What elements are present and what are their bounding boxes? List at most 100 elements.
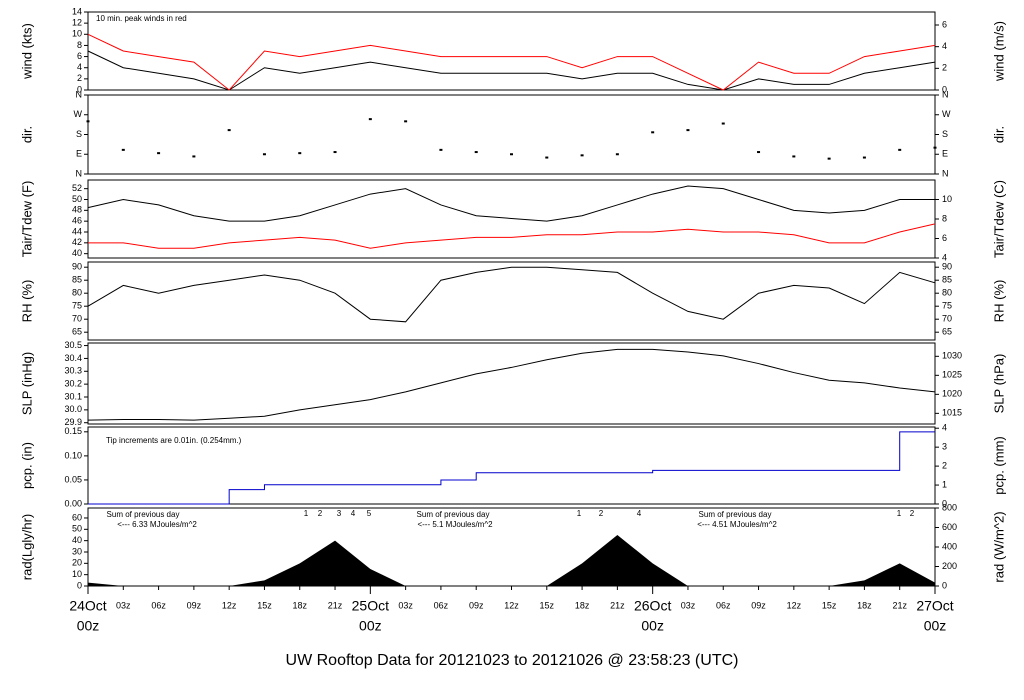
y2-tick-label: 4 (942, 41, 947, 51)
y-tick-label: 30.0 (64, 404, 82, 414)
x-tick-label: 06z (151, 600, 166, 610)
y-tick-label: 40 (72, 248, 82, 258)
y-tick-label: 30.1 (64, 391, 82, 401)
data-point (898, 148, 902, 151)
x-tick-label: 03z (398, 600, 413, 610)
x-tick-label: 12z (222, 600, 237, 610)
data-point (157, 152, 161, 155)
y-axis-label: wind (kts) (19, 23, 34, 80)
data-point (827, 157, 831, 160)
y-tick-label: 50 (72, 524, 82, 534)
data-point (545, 156, 549, 159)
y-tick-label: 80 (72, 288, 82, 298)
data-point (121, 148, 125, 151)
y-tick-label: W (74, 109, 83, 119)
y2-tick-label: S (942, 129, 948, 139)
data-point (298, 152, 302, 155)
date-sublabel: 00z (77, 618, 100, 634)
x-tick-label: 06z (434, 600, 449, 610)
y-tick-label: 14 (72, 6, 82, 16)
y-tick-label: 70 (72, 314, 82, 324)
x-tick-label: 15z (257, 600, 272, 610)
panel-frame (87, 507, 936, 587)
y2-tick-label: 800 (942, 502, 957, 512)
data-line (87, 185, 935, 222)
y2-tick-label: 200 (942, 561, 957, 571)
y-tick-label: 40 (72, 535, 82, 545)
y-axis-label: rad(Lgly/hr) (19, 514, 34, 580)
y2-tick-label: 3 (942, 442, 947, 452)
x-tick-label: 03z (681, 600, 696, 610)
y-axis-label: RH (%) (19, 280, 34, 323)
panel-frame (87, 426, 936, 505)
y-tick-label: 6 (77, 51, 82, 61)
date-sublabel: 00z (924, 618, 947, 634)
y2-tick-label: 600 (942, 522, 957, 532)
annotation: <--- 5.1 MJoules/m^2 (417, 520, 493, 529)
y-tick-label: 0 (77, 84, 82, 94)
data-line (87, 348, 936, 421)
x-tick-label: 18z (857, 600, 872, 610)
y-tick-label: 30.3 (64, 366, 82, 376)
data-point (651, 131, 655, 134)
y2-tick-label: 8 (942, 213, 947, 223)
annotation: <--- 4.51 MJoules/m^2 (697, 520, 777, 529)
y2-axis-label: dir. (991, 126, 1006, 143)
data-point (615, 153, 619, 156)
data-line (88, 223, 936, 249)
y2-tick-label: W (942, 109, 951, 119)
y-tick-label: N (76, 89, 83, 99)
y2-tick-label: 10 (942, 194, 952, 204)
y2-tick-label: 65 (942, 327, 952, 337)
y-tick-label: 65 (72, 327, 82, 337)
y-tick-label: 20 (72, 558, 82, 568)
y2-axis-label: Tair/Tdew (C) (991, 180, 1006, 258)
data-area (88, 534, 935, 586)
data-line (88, 431, 935, 505)
x-tick-label: 12z (504, 600, 519, 610)
annotation: <--- 6.33 MJoules/m^2 (117, 520, 197, 529)
y2-tick-label: N (942, 89, 949, 99)
y-tick-label: 0.10 (64, 450, 82, 460)
y-axis-label: SLP (inHg) (19, 352, 34, 415)
y-tick-label: 0.00 (64, 498, 82, 508)
y2-tick-label: 6 (942, 19, 947, 29)
annotation: Tip increments are 0.01in. (0.254mm.) (106, 436, 242, 445)
y-tick-label: 75 (72, 301, 82, 311)
y2-axis-label: pcp. (mm) (991, 436, 1006, 495)
peak-marker: 3 (337, 509, 342, 518)
peak-marker: 4 (351, 509, 356, 518)
x-tick-label: 15z (822, 600, 837, 610)
y2-tick-label: 1020 (942, 389, 962, 399)
data-line (87, 266, 936, 323)
x-tick-label: 06z (716, 600, 731, 610)
y2-tick-label: 1 (942, 479, 947, 489)
x-tick-label: 09z (469, 600, 484, 610)
y2-tick-label: 90 (942, 262, 952, 272)
date-label: 26Oct (634, 598, 671, 614)
data-point (86, 120, 90, 123)
x-tick-label: 09z (187, 600, 202, 610)
data-line (87, 33, 936, 91)
y-tick-label: 90 (72, 262, 82, 272)
annotation: Sum of previous day (699, 510, 772, 519)
data-point (192, 155, 196, 158)
annotation: Sum of previous day (417, 510, 490, 519)
y2-axis-label: rad (W/m^2) (991, 511, 1006, 582)
peak-marker: 4 (637, 509, 642, 518)
date-label: 27Oct (916, 598, 953, 614)
y-tick-label: 60 (72, 512, 82, 522)
y-tick-label: 30.5 (64, 340, 82, 350)
date-sublabel: 00z (641, 618, 664, 634)
y-tick-label: 0 (77, 580, 82, 590)
chart-title: UW Rooftop Data for 20121023 to 20121026… (286, 652, 739, 669)
y2-tick-label: E (942, 149, 948, 159)
y2-tick-label: 4 (942, 252, 947, 262)
y-tick-label: 10 (72, 569, 82, 579)
y-tick-label: 52 (72, 183, 82, 193)
y2-tick-label: 70 (942, 314, 952, 324)
peak-marker: 5 (367, 509, 372, 518)
y2-tick-label: 2 (942, 460, 947, 470)
y-tick-label: 4 (77, 62, 82, 72)
peak-marker: 2 (910, 509, 915, 518)
